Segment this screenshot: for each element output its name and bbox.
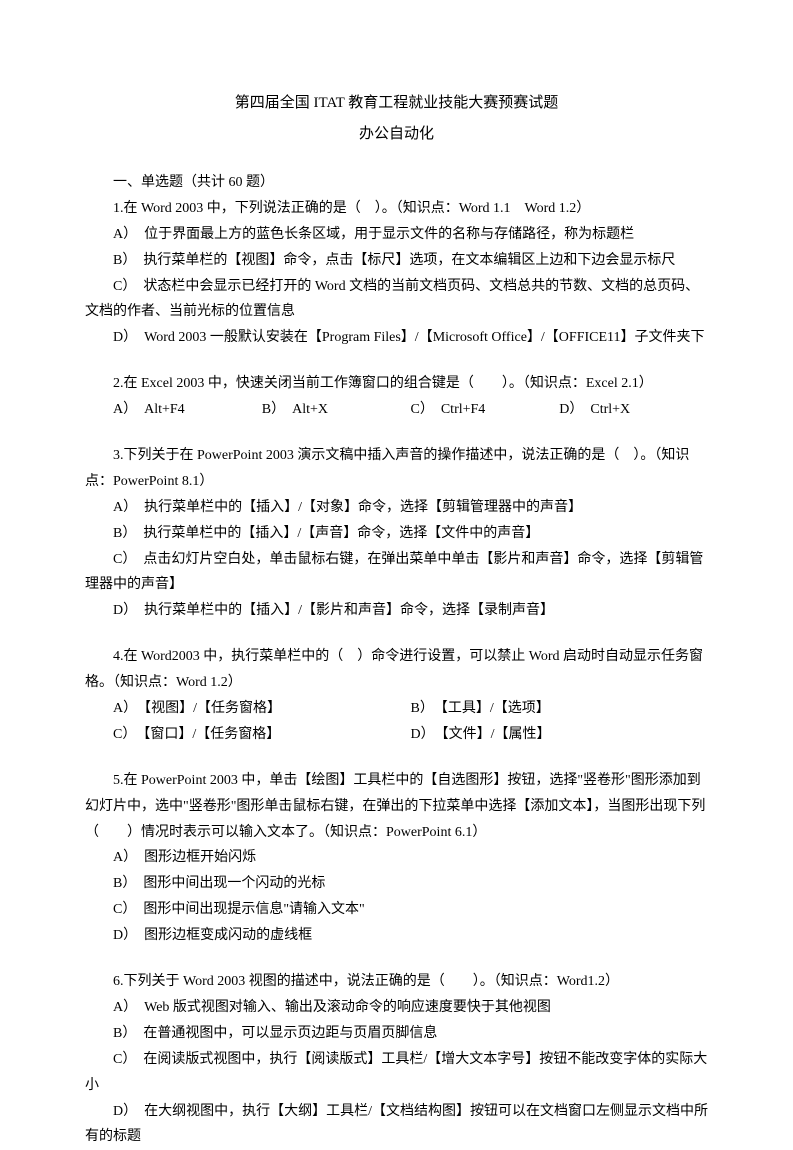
q4-option-a: A） 【视图】/【任务窗格】 (113, 696, 411, 722)
exam-page: 第四届全国 ITAT 教育工程就业技能大赛预赛试题 办公自动化 一、单选题（共计… (0, 0, 793, 1122)
section-header: 一、单选题（共计 60 题） (85, 170, 708, 196)
q4-stem: 4.在 Word2003 中，执行菜单栏中的（ ）命令进行设置，可以禁止 Wor… (85, 644, 708, 696)
question-3: 3.下列关于在 PowerPoint 2003 演示文稿中插入声音的操作描述中，… (85, 443, 708, 624)
q2-option-d: D） Ctrl+X (559, 397, 708, 423)
q1-option-d: D） Word 2003 一般默认安装在【Program Files】/【Mic… (85, 325, 708, 351)
q3-option-b: B） 执行菜单栏中的【插入】/【声音】命令，选择【文件中的声音】 (85, 521, 708, 547)
question-4: 4.在 Word2003 中，执行菜单栏中的（ ）命令进行设置，可以禁止 Wor… (85, 644, 708, 748)
q1-option-b: B） 执行菜单栏的【视图】命令，点击【标尺】选项，在文本编辑区上边和下边会显示标… (85, 248, 708, 274)
q6-stem: 6.下列关于 Word 2003 视图的描述中，说法正确的是（ ）。（知识点：W… (85, 969, 708, 995)
q6-option-b: B） 在普通视图中，可以显示页边距与页眉页脚信息 (85, 1021, 708, 1047)
question-2: 2.在 Excel 2003 中，快速关闭当前工作簿窗口的组合键是（ ）。（知识… (85, 371, 708, 423)
q5-option-a: A） 图形边框开始闪烁 (85, 845, 708, 871)
q5-stem: 5.在 PowerPoint 2003 中，单击【绘图】工具栏中的【自选图形】按… (85, 768, 708, 846)
q4-options-row-2: C） 【窗口】/【任务窗格】 D） 【文件】/【属性】 (85, 722, 708, 748)
q4-option-b: B） 【工具】/【选项】 (411, 696, 709, 722)
q5-option-d: D） 图形边框变成闪动的虚线框 (85, 923, 708, 949)
q6-option-c: C） 在阅读版式视图中，执行【阅读版式】工具栏/【增大文本字号】按钮不能改变字体… (85, 1047, 708, 1099)
question-6: 6.下列关于 Word 2003 视图的描述中，说法正确的是（ ）。（知识点：W… (85, 969, 708, 1150)
q3-option-a: A） 执行菜单栏中的【插入】/【对象】命令，选择【剪辑管理器中的声音】 (85, 495, 708, 521)
exam-subtitle: 办公自动化 (85, 121, 708, 148)
q4-option-d: D） 【文件】/【属性】 (411, 722, 709, 748)
q1-option-a: A） 位于界面最上方的蓝色长条区域，用于显示文件的名称与存储路径，称为标题栏 (85, 222, 708, 248)
question-5: 5.在 PowerPoint 2003 中，单击【绘图】工具栏中的【自选图形】按… (85, 768, 708, 949)
q6-option-d: D） 在大纲视图中，执行【大纲】工具栏/【文档结构图】按钮可以在文档窗口左侧显示… (85, 1099, 708, 1150)
q1-option-c: C） 状态栏中会显示已经打开的 Word 文档的当前文档页码、文档总共的节数、文… (85, 274, 708, 326)
q1-stem: 1.在 Word 2003 中，下列说法正确的是（ ）。（知识点：Word 1.… (85, 196, 708, 222)
q3-option-c: C） 点击幻灯片空白处，单击鼠标右键，在弹出菜单中单击【影片和声音】命令，选择【… (85, 547, 708, 599)
q3-option-d: D） 执行菜单栏中的【插入】/【影片和声音】命令，选择【录制声音】 (85, 598, 708, 624)
q2-option-c: C） Ctrl+F4 (411, 397, 560, 423)
q3-stem: 3.下列关于在 PowerPoint 2003 演示文稿中插入声音的操作描述中，… (85, 443, 708, 495)
q2-option-a: A） Alt+F4 (113, 397, 262, 423)
q2-options-row: A） Alt+F4 B） Alt+X C） Ctrl+F4 D） Ctrl+X (85, 397, 708, 423)
q4-option-c: C） 【窗口】/【任务窗格】 (113, 722, 411, 748)
q6-option-a: A） Web 版式视图对输入、输出及滚动命令的响应速度要快于其他视图 (85, 995, 708, 1021)
q4-options-row-1: A） 【视图】/【任务窗格】 B） 【工具】/【选项】 (85, 696, 708, 722)
q2-option-b: B） Alt+X (262, 397, 411, 423)
q5-option-c: C） 图形中间出现提示信息"请输入文本" (85, 897, 708, 923)
q2-stem: 2.在 Excel 2003 中，快速关闭当前工作簿窗口的组合键是（ ）。（知识… (85, 371, 708, 397)
q5-option-b: B） 图形中间出现一个闪动的光标 (85, 871, 708, 897)
exam-title: 第四届全国 ITAT 教育工程就业技能大赛预赛试题 (85, 90, 708, 117)
question-1: 1.在 Word 2003 中，下列说法正确的是（ ）。（知识点：Word 1.… (85, 196, 708, 351)
